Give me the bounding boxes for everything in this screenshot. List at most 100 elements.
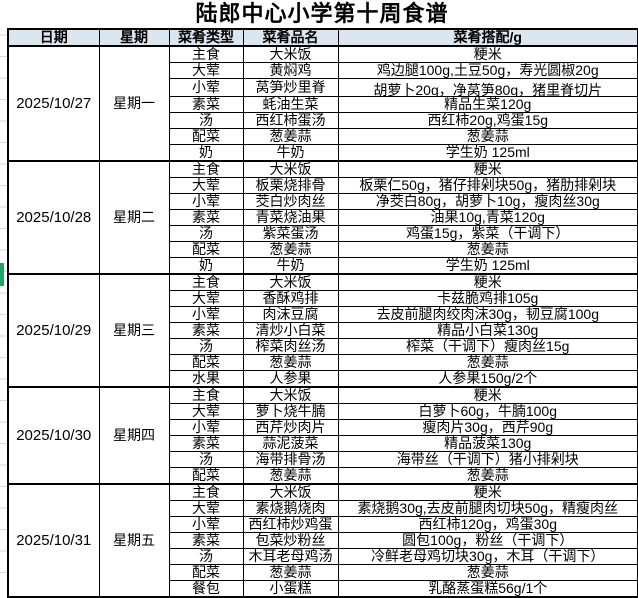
dish-mix-cell[interactable]: 卡兹脆鸡排105g	[337, 290, 638, 307]
meal-type-cell[interactable]: 主食	[168, 386, 244, 404]
meal-type-cell[interactable]: 素菜	[168, 96, 244, 113]
dish-name-cell[interactable]: 大米饭	[242, 160, 339, 178]
dish-name-cell[interactable]: 榨菜肉丝汤	[242, 338, 339, 355]
dish-name-cell[interactable]: 板栗烧排骨	[242, 177, 339, 194]
dish-mix-cell[interactable]: 胡萝卜20g，净莴笋80g，猪里脊切片	[337, 78, 638, 97]
meal-type-cell[interactable]: 主食	[168, 45, 244, 63]
dish-mix-cell[interactable]: 素烧鹅30g,去皮前腿肉切块50g，精瘦肉丝	[337, 500, 638, 517]
weekday-cell[interactable]: 星期一	[98, 45, 170, 162]
dish-name-cell[interactable]: 葱姜蒜	[242, 128, 339, 145]
meal-type-cell[interactable]: 主食	[168, 483, 244, 501]
dish-mix-cell[interactable]: 葱姜蒜	[337, 128, 638, 145]
dish-mix-cell[interactable]: 葱姜蒜	[337, 564, 638, 581]
column-header[interactable]: 菜肴品名	[242, 28, 339, 47]
meal-type-cell[interactable]: 大荤	[168, 500, 244, 517]
date-cell[interactable]: 2025/10/27	[7, 45, 100, 162]
meal-type-cell[interactable]: 汤	[168, 112, 244, 129]
dish-name-cell[interactable]: 西红柿蛋汤	[242, 112, 339, 129]
dish-mix-cell[interactable]: 鸡边腿100g,土豆50g，寿光圆椒20g	[337, 62, 638, 79]
dish-mix-cell[interactable]: 精品小白菜130g	[337, 322, 638, 339]
meal-type-cell[interactable]: 小荤	[168, 78, 244, 97]
meal-type-cell[interactable]: 奶	[168, 257, 244, 275]
date-cell[interactable]: 2025/10/30	[7, 386, 100, 485]
dish-name-cell[interactable]: 葱姜蒜	[242, 354, 339, 371]
meal-type-cell[interactable]: 汤	[168, 548, 244, 565]
meal-type-cell[interactable]: 大荤	[168, 403, 244, 420]
meal-type-cell[interactable]: 小荤	[168, 516, 244, 533]
dish-mix-cell[interactable]: 人参果150g/2个	[337, 370, 638, 388]
meal-type-cell[interactable]: 素菜	[168, 322, 244, 339]
meal-type-cell[interactable]: 主食	[168, 160, 244, 178]
dish-mix-cell[interactable]: 粳米	[337, 273, 638, 291]
dish-name-cell[interactable]: 清炒小白菜	[242, 322, 339, 339]
column-header[interactable]: 星期	[98, 28, 170, 47]
dish-mix-cell[interactable]: 精品菠菜130g	[337, 435, 638, 452]
dish-mix-cell[interactable]: 圆包100g，粉丝（干调下）	[337, 532, 638, 549]
date-cell[interactable]: 2025/10/28	[7, 160, 100, 275]
column-header[interactable]: 菜肴搭配/g	[337, 28, 638, 47]
meal-type-cell[interactable]: 汤	[168, 451, 244, 468]
meal-type-cell[interactable]: 主食	[168, 273, 244, 291]
meal-type-cell[interactable]: 奶	[168, 144, 244, 162]
meal-type-cell[interactable]: 配菜	[168, 241, 244, 258]
date-cell[interactable]: 2025/10/31	[7, 483, 100, 598]
dish-mix-cell[interactable]: 去皮前腿肉绞肉沫30g，韧豆腐100g	[337, 306, 638, 323]
dish-mix-cell[interactable]: 油果10g,青菜120g	[337, 209, 638, 226]
column-header[interactable]: 日期	[7, 28, 100, 47]
dish-name-cell[interactable]: 蒜泥菠菜	[242, 435, 339, 452]
dish-mix-cell[interactable]: 西红柿120g，鸡蛋30g	[337, 516, 638, 533]
weekday-cell[interactable]: 星期二	[98, 160, 170, 275]
meal-type-cell[interactable]: 水果	[168, 370, 244, 388]
meal-type-cell[interactable]: 配菜	[168, 128, 244, 145]
date-cell[interactable]: 2025/10/29	[7, 273, 100, 388]
column-header[interactable]: 菜肴类型	[168, 28, 244, 47]
dish-mix-cell[interactable]: 粳米	[337, 483, 638, 501]
dish-mix-cell[interactable]: 板栗仁50g，猪仔排剁块50g，猪肋排剁块	[337, 177, 638, 194]
dish-name-cell[interactable]: 大米饭	[242, 273, 339, 291]
dish-mix-cell[interactable]: 葱姜蒜	[337, 354, 638, 371]
meal-type-cell[interactable]: 小荤	[168, 419, 244, 436]
dish-name-cell[interactable]: 木耳老母鸡汤	[242, 548, 339, 565]
meal-type-cell[interactable]: 大荤	[168, 177, 244, 194]
dish-mix-cell[interactable]: 冷鲜老母鸡切块30g，木耳（干调下）	[337, 548, 638, 565]
dish-name-cell[interactable]: 葱姜蒜	[242, 241, 339, 258]
dish-name-cell[interactable]: 西红柿炒鸡蛋	[242, 516, 339, 533]
meal-type-cell[interactable]: 素菜	[168, 532, 244, 549]
dish-mix-cell[interactable]: 粳米	[337, 45, 638, 63]
dish-mix-cell[interactable]: 学生奶 125ml	[337, 144, 638, 162]
meal-type-cell[interactable]: 配菜	[168, 354, 244, 371]
dish-name-cell[interactable]: 大米饭	[242, 483, 339, 501]
dish-name-cell[interactable]: 葱姜蒜	[242, 564, 339, 581]
meal-type-cell[interactable]: 素菜	[168, 435, 244, 452]
dish-name-cell[interactable]: 葱姜蒜	[242, 467, 339, 485]
dish-name-cell[interactable]: 萝卜烧牛腩	[242, 403, 339, 420]
dish-name-cell[interactable]: 海带排骨汤	[242, 451, 339, 468]
meal-type-cell[interactable]: 素菜	[168, 209, 244, 226]
dish-name-cell[interactable]: 蚝油生菜	[242, 96, 339, 113]
dish-mix-cell[interactable]: 海带丝（干调下）猪小排剁块	[337, 451, 638, 468]
dish-name-cell[interactable]: 人参果	[242, 370, 339, 388]
meal-type-cell[interactable]: 大荤	[168, 290, 244, 307]
meal-type-cell[interactable]: 小荤	[168, 306, 244, 323]
dish-name-cell[interactable]: 青菜烧油果	[242, 209, 339, 226]
dish-name-cell[interactable]: 大米饭	[242, 45, 339, 63]
weekday-cell[interactable]: 星期五	[98, 483, 170, 598]
dish-mix-cell[interactable]: 白萝卜60g，牛腩100g	[337, 403, 638, 420]
dish-mix-cell[interactable]: 葱姜蒜	[337, 241, 638, 258]
dish-name-cell[interactable]: 西芹炒肉片	[242, 419, 339, 436]
dish-mix-cell[interactable]: 榨菜（干调下）瘦肉丝15g	[337, 338, 638, 355]
meal-type-cell[interactable]: 小荤	[168, 193, 244, 210]
meal-type-cell[interactable]: 汤	[168, 225, 244, 242]
dish-mix-cell[interactable]: 乳酪蒸蛋糕56g/1个	[337, 580, 638, 598]
dish-name-cell[interactable]: 大米饭	[242, 386, 339, 404]
weekday-cell[interactable]: 星期四	[98, 386, 170, 485]
dish-name-cell[interactable]: 素烧鹅烧肉	[242, 500, 339, 517]
dish-mix-cell[interactable]: 西红柿20g,鸡蛋15g	[337, 112, 638, 129]
dish-name-cell[interactable]: 包菜炒粉丝	[242, 532, 339, 549]
dish-mix-cell[interactable]: 粳米	[337, 386, 638, 404]
weekday-cell[interactable]: 星期三	[98, 273, 170, 388]
dish-name-cell[interactable]: 香酥鸡排	[242, 290, 339, 307]
meal-type-cell[interactable]: 汤	[168, 338, 244, 355]
dish-mix-cell[interactable]: 葱姜蒜	[337, 467, 638, 485]
dish-name-cell[interactable]: 紫菜蛋汤	[242, 225, 339, 242]
